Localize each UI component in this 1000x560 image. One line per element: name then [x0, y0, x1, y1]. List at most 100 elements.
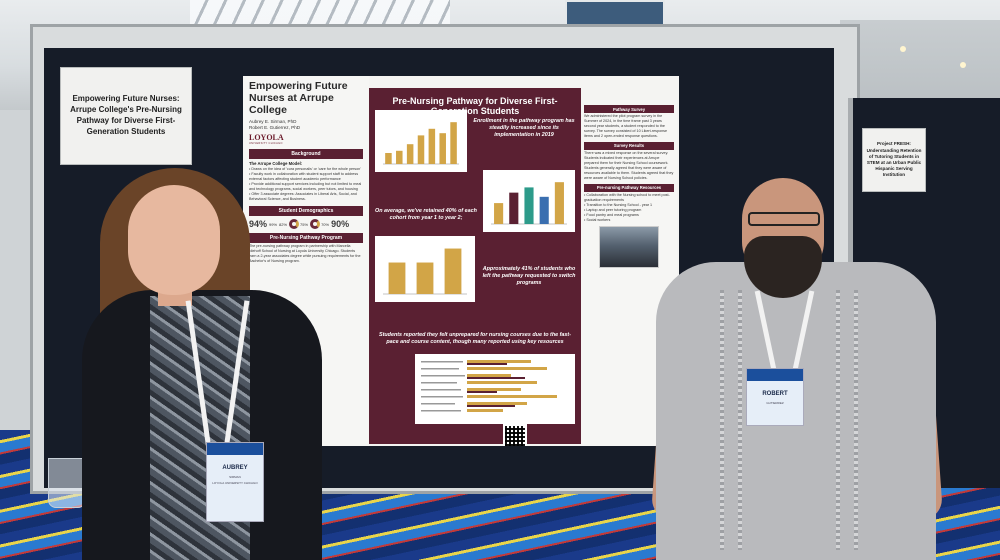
badge-last-name: GUTIERREZ: [766, 401, 784, 405]
label-line: [421, 403, 455, 405]
poster-title: Empowering Future Nurses at Arrupe Colle…: [249, 80, 348, 117]
bar: [467, 360, 531, 363]
stat-value: 90%: [331, 219, 350, 230]
bar: [444, 248, 462, 294]
candy-cup: [48, 458, 86, 508]
label-line: [421, 396, 463, 398]
demographic-stat: 75%: [289, 219, 309, 230]
survey-bar-chart-svg: [421, 360, 557, 412]
survey-label-lines: [421, 361, 465, 412]
badge-first-name: AUBREY: [222, 465, 248, 471]
bar: [494, 203, 504, 224]
person-left-face: [128, 185, 220, 295]
background-list: Draws on the idea of 'cura personalis' o…: [249, 167, 363, 202]
list-item: Collaboration with the Nursing school to…: [584, 193, 674, 203]
donut-chart-icon: [289, 219, 300, 230]
bar: [467, 409, 503, 412]
bar: [467, 374, 511, 377]
survey-bar-chart: [415, 354, 575, 424]
bar: [467, 402, 527, 405]
list-item: Offer 3 associate degrees: Associates in…: [249, 192, 363, 202]
label-line: [421, 410, 461, 412]
list-item: Draws on the idea of 'cura personalis' o…: [249, 167, 363, 172]
glasses-icon: [748, 212, 820, 226]
bar: [524, 187, 534, 224]
program-heading: Pre-Nursing Pathway Program: [249, 233, 363, 244]
demographics-heading: Student Demographics: [249, 206, 363, 217]
shirt-pleat: [854, 290, 858, 550]
demographics-stats: 94% 99% 82% 75% 70% 90%: [249, 219, 363, 230]
bar: [439, 133, 446, 164]
poster-middle-column: Pre-Nursing Pathway for Diverse First-Ge…: [369, 88, 581, 446]
background-heading: Background: [249, 149, 363, 160]
cohort-chart-svg: [491, 182, 567, 225]
bar: [467, 363, 507, 365]
person-right-beard: [744, 236, 822, 298]
right-sign-text: Project FRESH: Understanding Retention o…: [866, 141, 922, 178]
list-item: Provide additional support services incl…: [249, 182, 363, 192]
results-heading: Survey Results: [584, 141, 674, 150]
university-logo: LOYOLA: [249, 133, 284, 143]
bar: [385, 152, 392, 164]
left-title-sign: Empowering Future Nurses: Arrupe College…: [60, 67, 192, 165]
label-line: [421, 375, 465, 377]
badge-header: [747, 369, 803, 381]
university-logo-sub: UNIVERSITY CHICAGO: [249, 142, 283, 146]
survey-heading: Pathway Survey: [584, 105, 674, 113]
qr-code[interactable]: [503, 424, 527, 446]
survey-bars: [467, 360, 557, 412]
list-item: Faculty work in collaboration with stude…: [249, 172, 363, 182]
switch-finding: Approximately 41% of students who left t…: [482, 266, 576, 286]
research-poster: Empowering Future Nurses at Arrupe Colle…: [243, 76, 679, 446]
bar: [396, 150, 403, 164]
badge-last-name: SIRMAN: [229, 475, 241, 479]
bar: [388, 262, 406, 294]
badge-first-name: ROBERT: [762, 391, 788, 397]
retention-finding: On average, we've retained 40% of each c…: [375, 208, 477, 221]
demographic-stat: 99%: [269, 219, 277, 229]
bar: [467, 405, 515, 407]
bar: [417, 135, 425, 164]
list-item: Transition to the Nursing School - year …: [584, 203, 674, 208]
program-body: The pre-nursing pathway program in partn…: [249, 244, 361, 263]
survey-bars-secondary: [467, 363, 525, 407]
bar: [467, 377, 525, 379]
bar: [450, 122, 457, 164]
left-sign-text: Empowering Future Nurses: Arrupe College…: [70, 94, 182, 136]
results-body: There was a mixed response on the severa…: [584, 150, 674, 180]
label-line: [421, 361, 463, 363]
enrollment-chart: [375, 110, 467, 172]
bar: [428, 128, 436, 164]
model-heading: The Arrupe College Model:: [249, 161, 303, 167]
stat-value: 82%: [279, 221, 288, 227]
enrollment-chart-svg: [383, 122, 459, 165]
middle-title: Pre-Nursing Pathway for Diverse First-Ge…: [392, 96, 558, 116]
name-badge-right: ROBERT GUTIERREZ: [746, 368, 804, 426]
demographic-stat: 82%: [279, 219, 287, 229]
list-item: Food pantry and meal programs: [584, 213, 674, 218]
badge-header: [207, 443, 263, 455]
label-line: [421, 368, 459, 370]
group-photo: [599, 225, 659, 268]
retention-chart: [375, 236, 475, 302]
right-title-sign: Project FRESH: Understanding Retention o…: [862, 128, 926, 192]
author: Robert E. Gutierrez, PhD: [249, 125, 301, 131]
bar: [554, 182, 564, 224]
resources-heading: Pre-nursing Pathway Resources: [584, 183, 674, 192]
bar: [467, 395, 557, 398]
stat-value: 75%: [300, 221, 309, 227]
bar: [539, 196, 549, 224]
list-item: Laptop and peer tutoring program: [584, 208, 674, 213]
retention-chart-svg: [383, 248, 467, 295]
name-badge-left: AUBREY SIRMAN LOYOLA UNIVERSITY CHICAGO: [206, 442, 264, 522]
bar: [467, 391, 497, 393]
stat-value: 70%: [321, 221, 330, 227]
badge-organization: LOYOLA UNIVERSITY CHICAGO: [212, 481, 258, 485]
bar: [509, 192, 519, 224]
shirt-pleat: [738, 290, 742, 550]
stat-value: 94%: [249, 219, 268, 230]
demographic-stat: 90%: [331, 219, 349, 229]
enrollment-finding: Enrollment in the pathway program has st…: [473, 118, 575, 138]
stat-value: 99%: [269, 221, 278, 227]
preparedness-finding: Students reported they felt unprepared f…: [379, 332, 571, 345]
